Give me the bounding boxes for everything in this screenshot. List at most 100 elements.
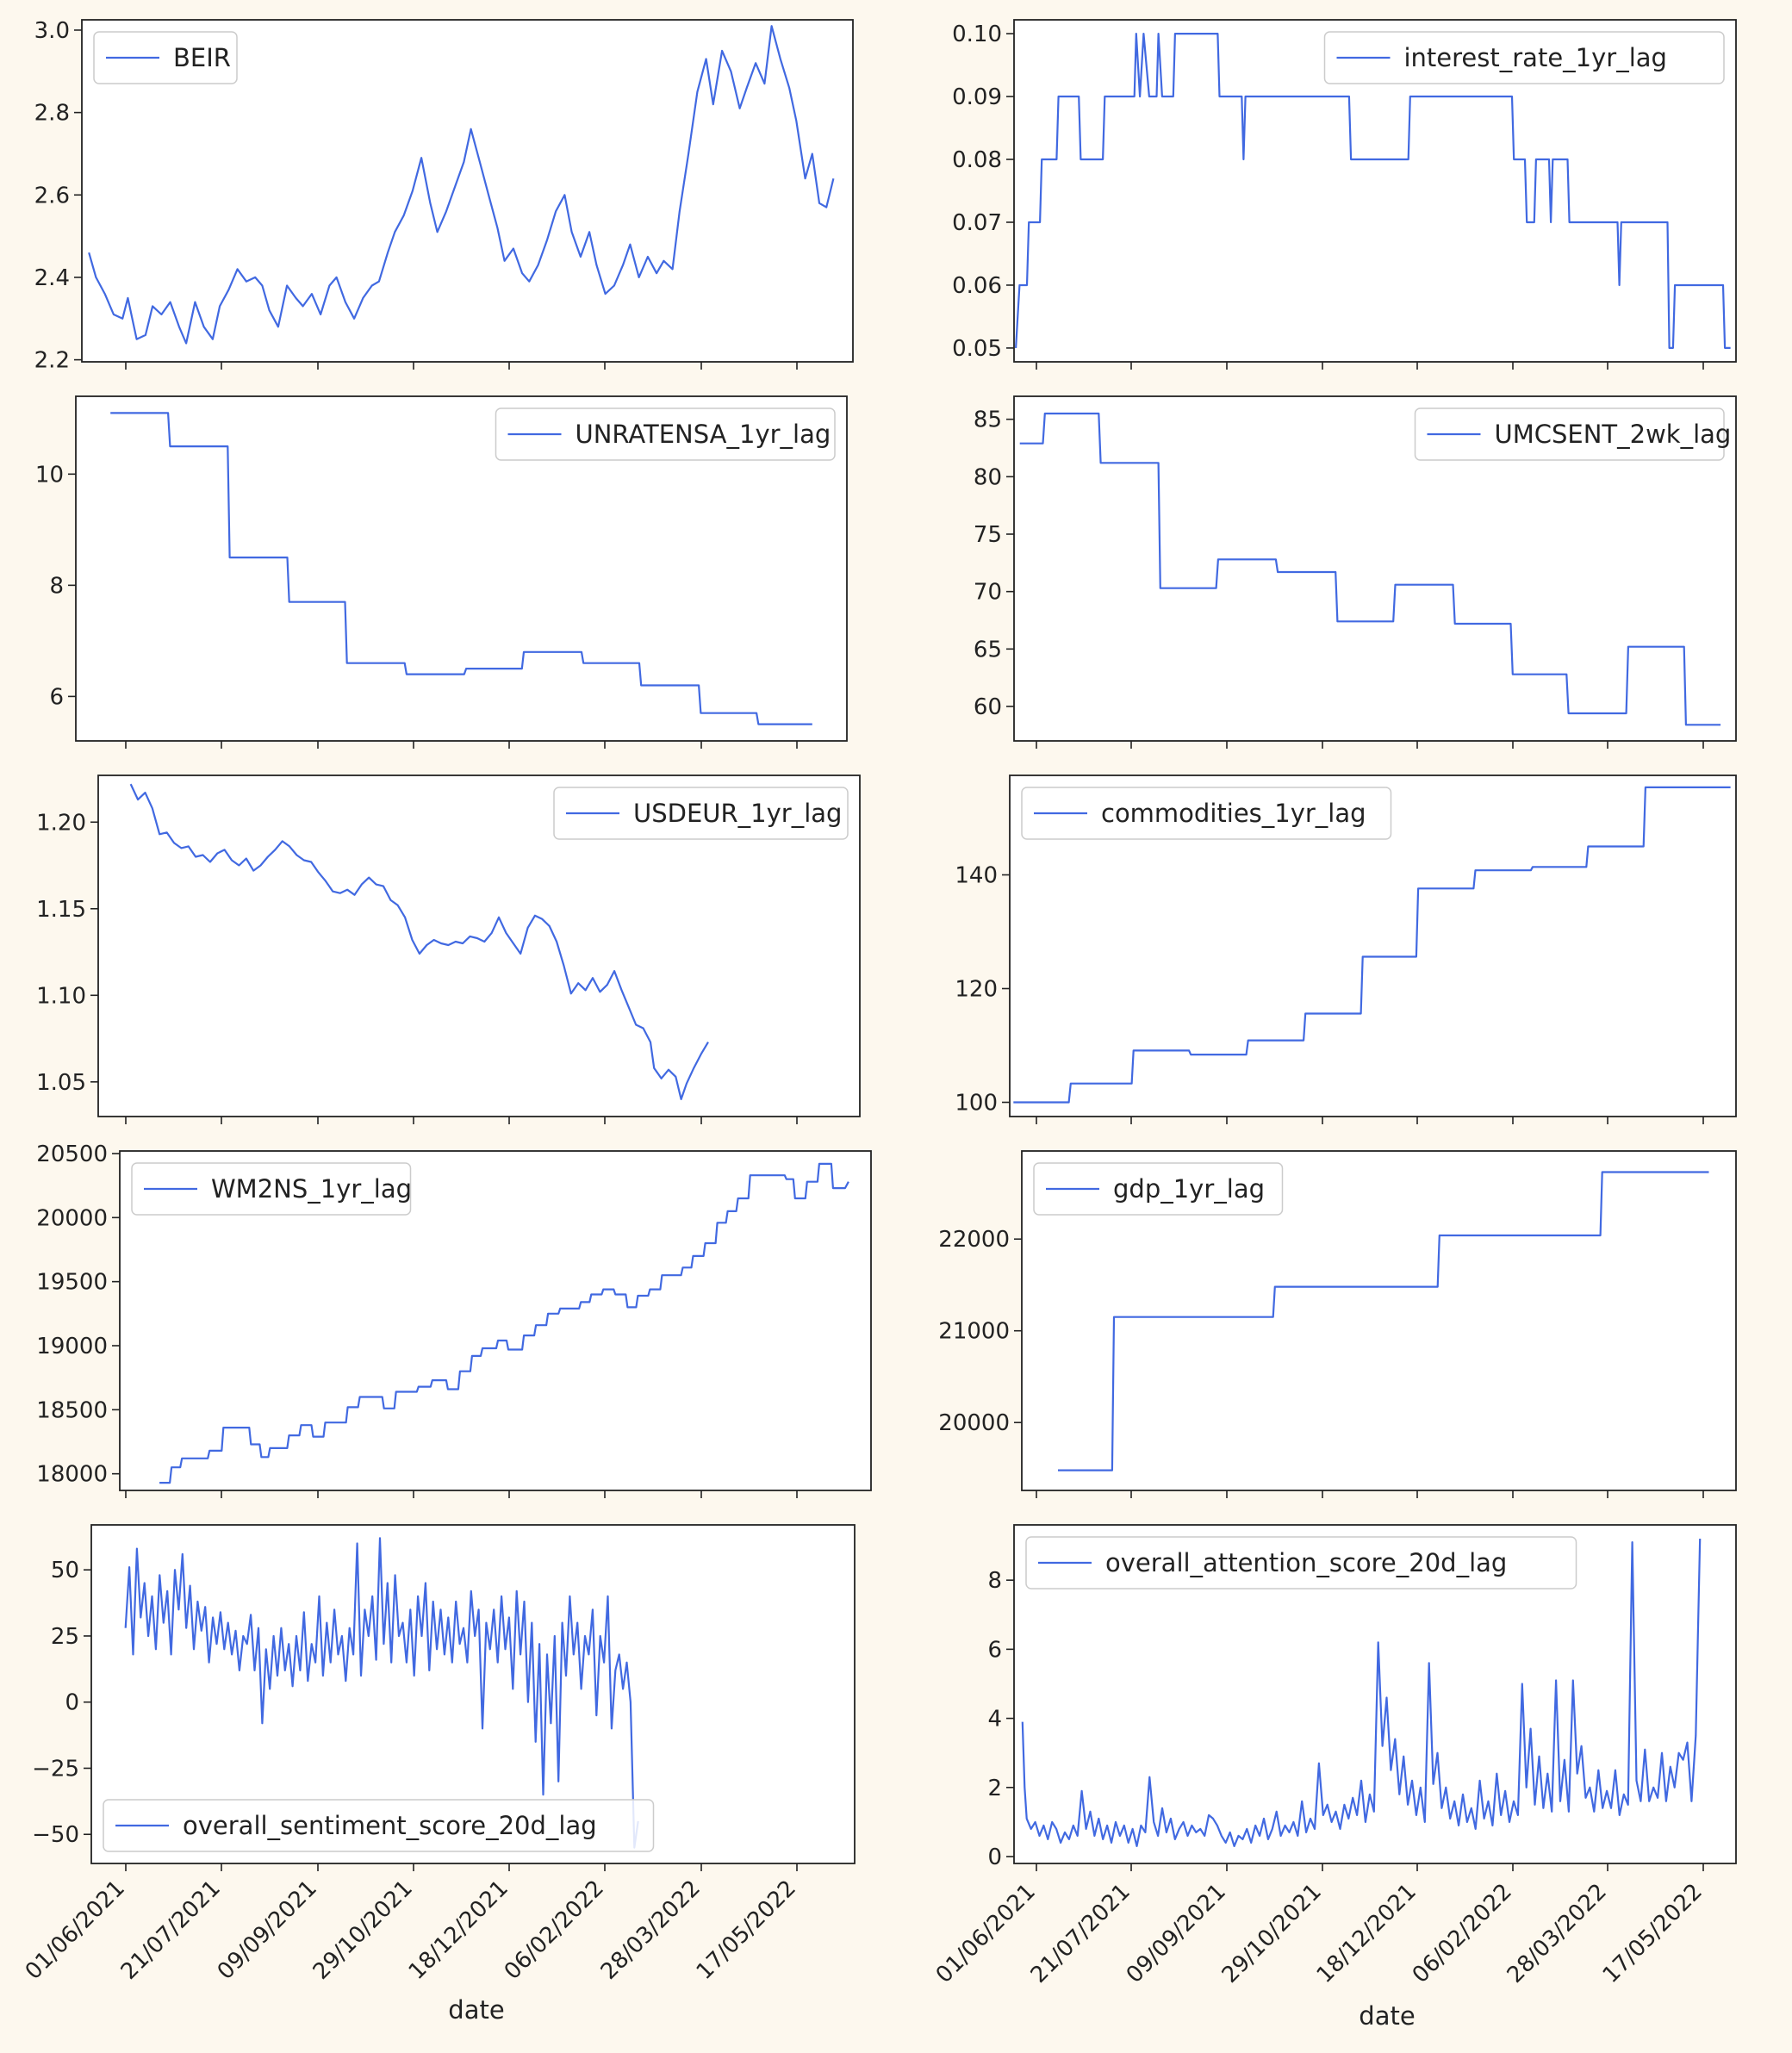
- axes-frame: [1013, 395, 1737, 742]
- chart-panel-9: 0 2 4 6 8 overall_attention_score_20d_lag: [987, 1524, 1737, 1871]
- legend-box: [1323, 31, 1725, 84]
- x-tick-label-right-4: 18/12/2021: [1312, 1879, 1422, 1988]
- legend: gdp_1yr_lag: [1033, 1162, 1284, 1216]
- chart-panel-4: 1.05 1.10 1.15 1.20 USDEUR_1yr_lag: [36, 775, 861, 1124]
- y-tick-label: 8: [49, 573, 64, 599]
- x-tick-label-left-2: 09/09/2021: [213, 1876, 322, 1985]
- legend-label: overall_attention_score_20d_lag: [1105, 1548, 1507, 1577]
- axes-frame: [1013, 1524, 1737, 1864]
- legend-box: [93, 31, 238, 84]
- legend: UMCSENT_2wk_lag: [1414, 407, 1732, 461]
- y-tick-label: 18500: [36, 1397, 108, 1423]
- y-tick-label: 25: [51, 1624, 79, 1650]
- series-line-overall_attention_score_20d_lag: [1021, 1538, 1702, 1847]
- y-tick-label: 1.05: [36, 1070, 86, 1096]
- y-tick-label: 19500: [36, 1270, 108, 1296]
- legend: overall_attention_score_20d_lag: [1025, 1536, 1577, 1590]
- legend-label: UNRATENSA_1yr_lag: [576, 420, 831, 449]
- legend-label: commodities_1yr_lag: [1101, 799, 1366, 828]
- x-tick-labels-left: 01/06/2021 21/07/2021 09/09/2021 29/10/2…: [21, 1876, 801, 1985]
- legend-box: [495, 407, 836, 461]
- legend-box: [103, 1799, 655, 1852]
- y-tick-label: 20000: [36, 1205, 108, 1231]
- legend-box: [131, 1162, 412, 1216]
- axes-frame: [90, 1524, 856, 1864]
- y-tick-label: 1.20: [36, 810, 86, 836]
- y-tick-label: 50: [51, 1558, 79, 1583]
- series-line-overall_sentiment_score_20d_lag: [124, 1537, 639, 1849]
- axes-frame: [75, 395, 848, 742]
- legend-box: [1025, 1536, 1577, 1590]
- y-tick-label: 4: [987, 1707, 1002, 1733]
- y-tick-label: 75: [974, 522, 1002, 548]
- y-tick-label: 120: [955, 977, 998, 1003]
- y-tick-label: 3.0: [34, 18, 70, 44]
- y-tick-label: 6: [987, 1637, 1002, 1663]
- chart-panel-6: 18000 18500 19000 19500 20000 20500 WM2NS_1yr_…: [36, 1142, 872, 1498]
- y-tick-label: 2.2: [34, 348, 70, 374]
- legend-label: UMCSENT_2wk_lag: [1495, 420, 1732, 449]
- x-tick-label-right-6: 28/03/2022: [1503, 1879, 1612, 1988]
- series-line-UNRATENSA_1yr_lag: [110, 412, 812, 725]
- series-line-USDEUR_1yr_lag: [129, 783, 709, 1100]
- x-tick-label-left-3: 29/10/2021: [308, 1876, 418, 1985]
- y-tick-label: 2: [987, 1776, 1002, 1801]
- legend-label: USDEUR_1yr_lag: [633, 799, 842, 828]
- y-tick-label: 85: [974, 407, 1002, 433]
- axes-frame: [97, 775, 861, 1117]
- y-tick-label: 65: [974, 637, 1002, 663]
- axes-frame: [81, 19, 854, 363]
- series-line-commodities_1yr_lag: [1013, 786, 1731, 1104]
- y-tick-label: 70: [974, 580, 1002, 606]
- x-tick-label-left-4: 18/12/2021: [404, 1876, 513, 1985]
- x-tick-label-right-0: 01/06/2021: [931, 1879, 1041, 1988]
- legend-box: [553, 787, 849, 840]
- legend: UNRATENSA_1yr_lag: [495, 407, 836, 461]
- legend-box: [1033, 1162, 1284, 1216]
- legend-label: interest_rate_1yr_lag: [1404, 43, 1667, 72]
- y-tick-label: 0.06: [952, 273, 1002, 299]
- y-tick-label: 0: [65, 1690, 79, 1716]
- y-tick-label: 19000: [36, 1334, 108, 1359]
- series-line-interest_rate_1yr_lag: [1015, 33, 1731, 349]
- legend: interest_rate_1yr_lag: [1323, 31, 1725, 84]
- y-tick-label: 0.08: [952, 147, 1002, 173]
- legend: USDEUR_1yr_lag: [553, 787, 849, 840]
- chart-panel-3: 60 65 70 75 80 85 UMCSENT_2wk_lag: [974, 395, 1737, 749]
- axes-frame: [1013, 19, 1737, 363]
- x-tick-label-left-0: 01/06/2021: [21, 1876, 130, 1985]
- legend-box: [1021, 787, 1392, 840]
- chart-panel-7: 20000 21000 22000 gdp_1yr_lag: [938, 1150, 1737, 1498]
- y-tick-label: 100: [955, 1091, 998, 1117]
- x-tick-label-left-1: 21/07/2021: [116, 1876, 226, 1985]
- chart-panel-8: −50 −25 0 25 50 overall_sentiment_score_20d_l…: [32, 1524, 856, 1871]
- x-tick-label-right-7: 17/05/2022: [1598, 1879, 1708, 1988]
- series-line-BEIR: [88, 25, 835, 345]
- y-tick-label: 60: [974, 694, 1002, 720]
- legend-label: WM2NS_1yr_lag: [211, 1174, 412, 1204]
- x-tick-label-right-1: 21/07/2021: [1026, 1879, 1136, 1988]
- y-tick-label: −25: [32, 1756, 79, 1782]
- y-tick-label: 10: [35, 462, 64, 488]
- series-line-WM2NS_1yr_lag: [159, 1162, 849, 1484]
- y-tick-label: −50: [32, 1822, 79, 1848]
- y-tick-label: 8: [987, 1568, 1002, 1594]
- legend: commodities_1yr_lag: [1021, 787, 1392, 840]
- legend-label: overall_sentiment_score_20d_lag: [183, 1811, 597, 1840]
- legend-label: BEIR: [173, 43, 231, 72]
- axes-frame: [119, 1150, 872, 1491]
- x-axis-label-right: date: [1359, 2001, 1415, 2031]
- x-tick-label-left-5: 06/02/2022: [500, 1876, 609, 1985]
- legend: WM2NS_1yr_lag: [131, 1162, 412, 1216]
- y-tick-label: 1.15: [36, 897, 86, 923]
- y-tick-label: 20500: [36, 1142, 108, 1167]
- y-tick-label: 20000: [938, 1410, 1010, 1436]
- series-line-UMCSENT_2wk_lag: [1019, 412, 1721, 726]
- x-tick-label-left-7: 17/05/2022: [692, 1876, 801, 1985]
- y-tick-label: 0.10: [952, 22, 1002, 47]
- y-tick-label: 2.8: [34, 101, 70, 127]
- legend-label: gdp_1yr_lag: [1113, 1174, 1265, 1204]
- x-tick-labels-right: 01/06/2021 21/07/2021 09/09/2021 29/10/2…: [931, 1879, 1708, 1988]
- chart-panel-1: 0.05 0.06 0.07 0.08 0.09 0.10 interest_rate_1y…: [952, 19, 1737, 370]
